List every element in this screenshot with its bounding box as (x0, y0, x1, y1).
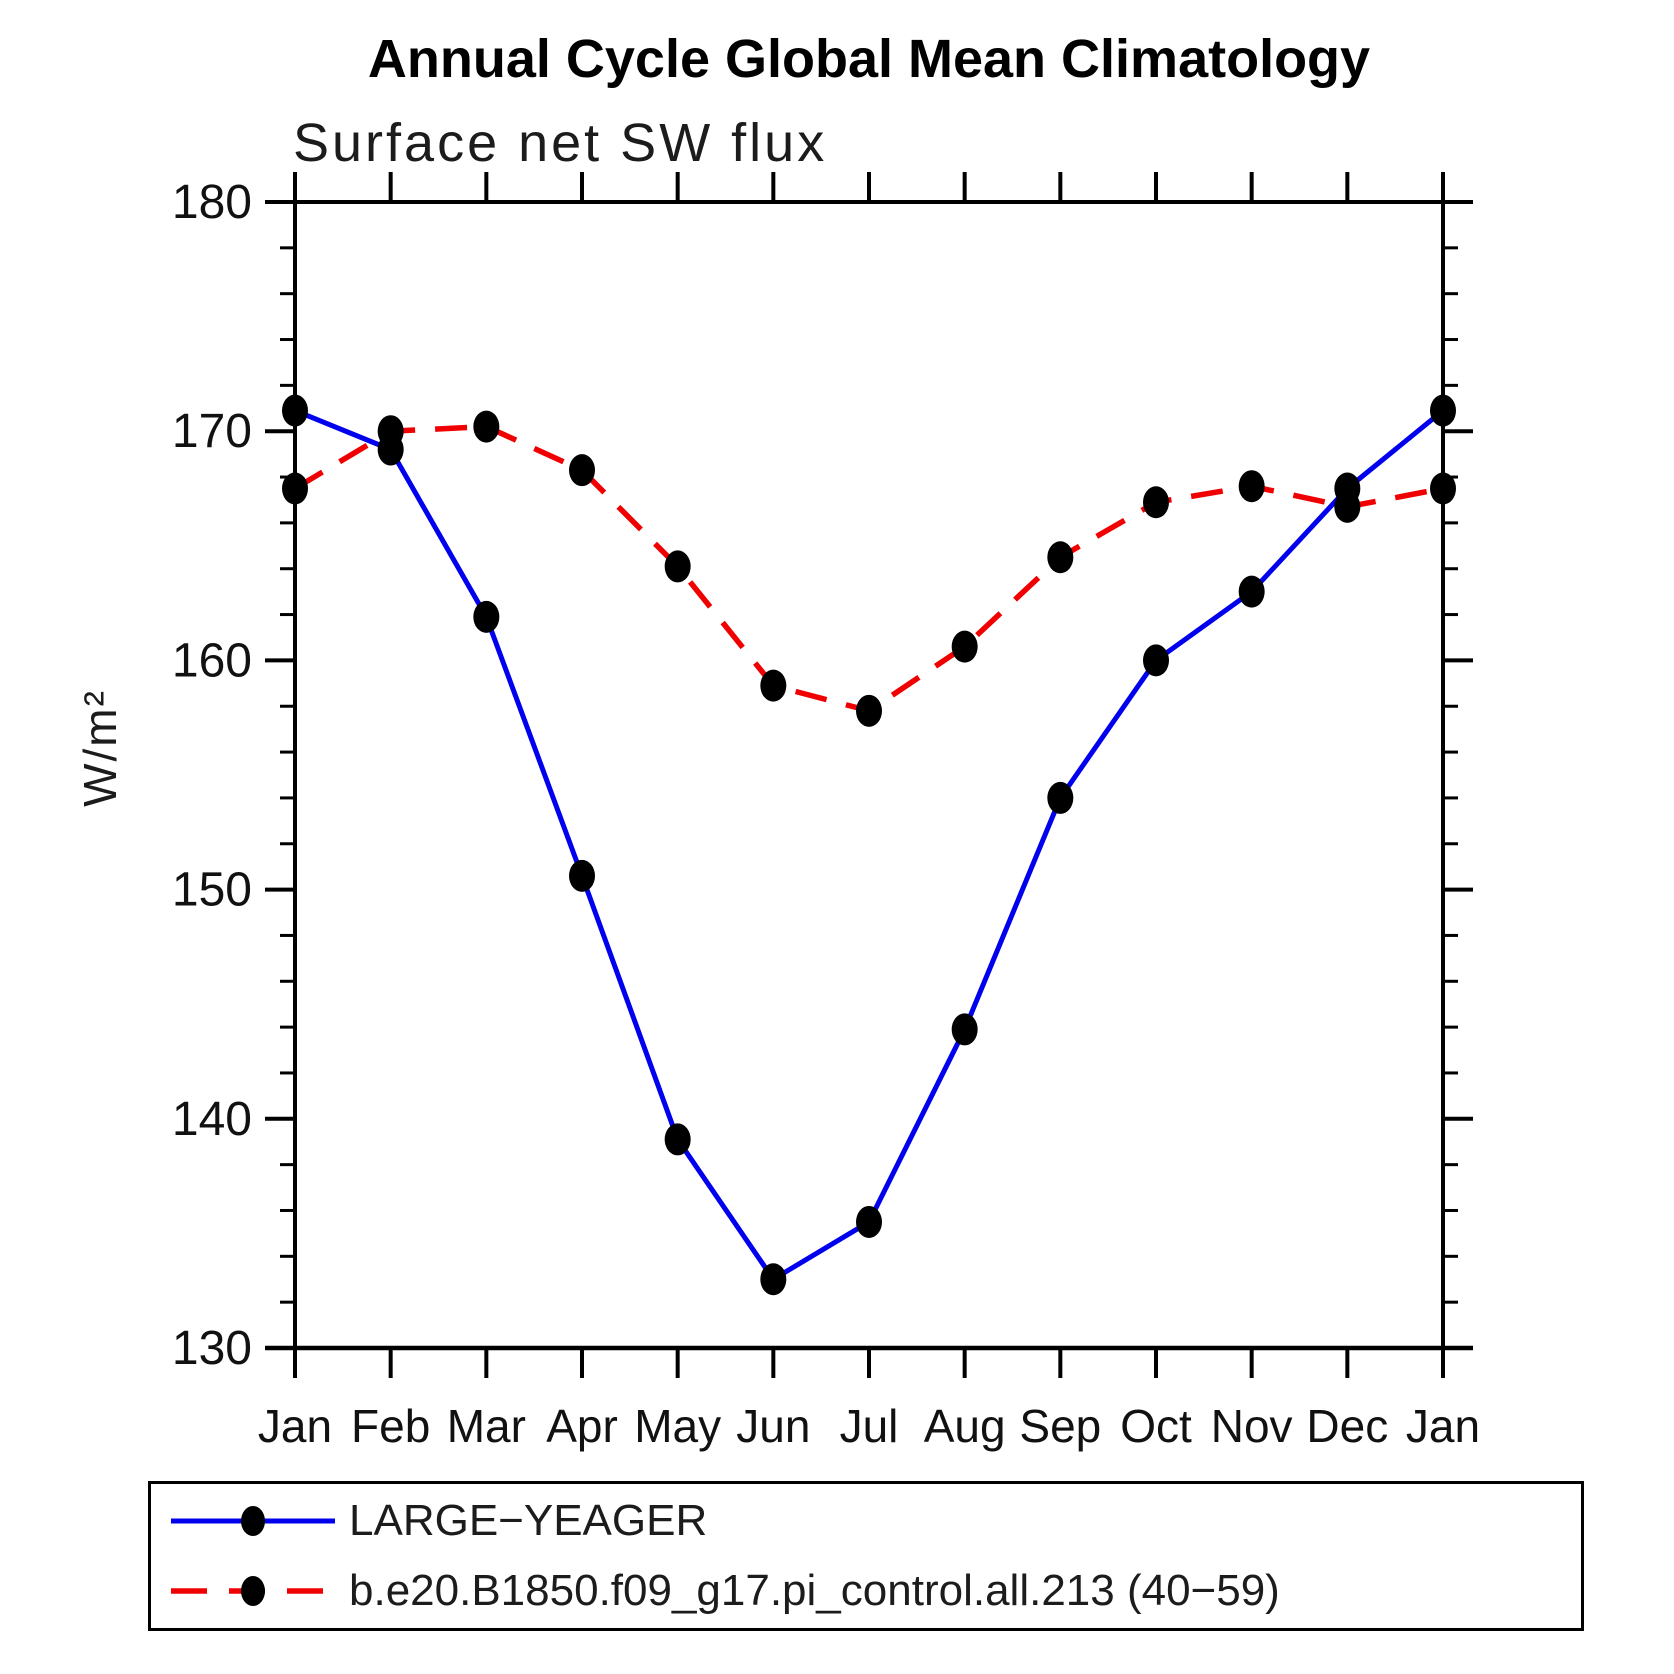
x-tick-label: Sep (1019, 1400, 1101, 1452)
x-tick-label: Jan (1406, 1400, 1480, 1452)
data-point-marker (569, 454, 595, 487)
x-tick-label: Mar (447, 1400, 526, 1452)
data-point-marker (1238, 575, 1265, 608)
data-point-marker (1047, 541, 1074, 574)
data-point-marker (951, 1013, 978, 1046)
series-line-solid (294, 408, 1445, 1283)
y-tick-label: 160 (172, 634, 252, 687)
data-point-marker (1143, 644, 1169, 677)
x-tick-label: Jul (840, 1400, 899, 1452)
data-point-marker (664, 550, 691, 583)
data-point-marker (1430, 472, 1456, 505)
legend-row-model-run: b.e20.B1850.f09_g17.pi_control.all.213 (… (151, 1556, 1581, 1626)
x-tick-label: Oct (1120, 1400, 1192, 1452)
x-tick-label: May (634, 1400, 721, 1452)
data-point-marker (1143, 486, 1169, 519)
data-point-marker (1430, 394, 1456, 427)
y-tick-label: 130 (172, 1322, 252, 1375)
chart-subtitle: Surface net SW flux (293, 113, 828, 173)
chart-title: Annual Cycle Global Mean Climatology (367, 29, 1371, 89)
y-tick-label: 150 (172, 864, 252, 917)
legend-label-model-run: b.e20.B1850.f09_g17.pi_control.all.213 (… (349, 1566, 1280, 1615)
x-tick-label: Apr (546, 1400, 618, 1452)
data-point-marker (760, 1263, 787, 1296)
data-point-marker (664, 1123, 691, 1156)
x-tick-label: Feb (351, 1400, 430, 1452)
legend-box: LARGE−YEAGER b.e20.B1850.f09_g17.pi_cont… (148, 1481, 1584, 1631)
x-tick-label: Aug (924, 1400, 1006, 1452)
y-tick-label: 170 (172, 405, 252, 458)
data-point-marker (856, 1205, 882, 1238)
data-point-marker (760, 669, 787, 702)
x-tick-label: Dec (1306, 1400, 1388, 1452)
data-point-marker (473, 600, 500, 633)
legend-dashed-line-sample-icon (171, 1576, 335, 1606)
y-tick-label: 180 (172, 176, 252, 229)
x-tick-label: Jan (258, 1400, 332, 1452)
data-point-marker (282, 472, 308, 505)
data-point-marker (473, 410, 500, 443)
data-point-marker (1334, 490, 1361, 523)
data-point-marker (856, 694, 882, 727)
legend-solid-line-sample-icon (171, 1506, 335, 1536)
y-tick-label: 140 (172, 1093, 252, 1146)
data-point-marker (1047, 781, 1074, 814)
x-tick-label: Jun (736, 1400, 810, 1452)
data-point-marker (951, 630, 978, 663)
data-point-marker (377, 415, 404, 448)
legend-row-large-yeager: LARGE−YEAGER (151, 1486, 1581, 1556)
data-point-marker (569, 859, 595, 892)
data-point-marker (282, 394, 308, 427)
x-tick-label: Nov (1211, 1400, 1293, 1452)
data-point-marker (1238, 470, 1265, 503)
legend-label-large-yeager: LARGE−YEAGER (349, 1496, 708, 1545)
